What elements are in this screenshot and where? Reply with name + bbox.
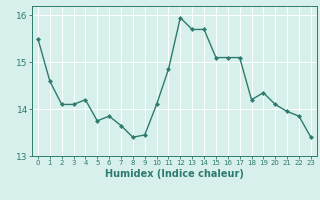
X-axis label: Humidex (Indice chaleur): Humidex (Indice chaleur): [105, 169, 244, 179]
